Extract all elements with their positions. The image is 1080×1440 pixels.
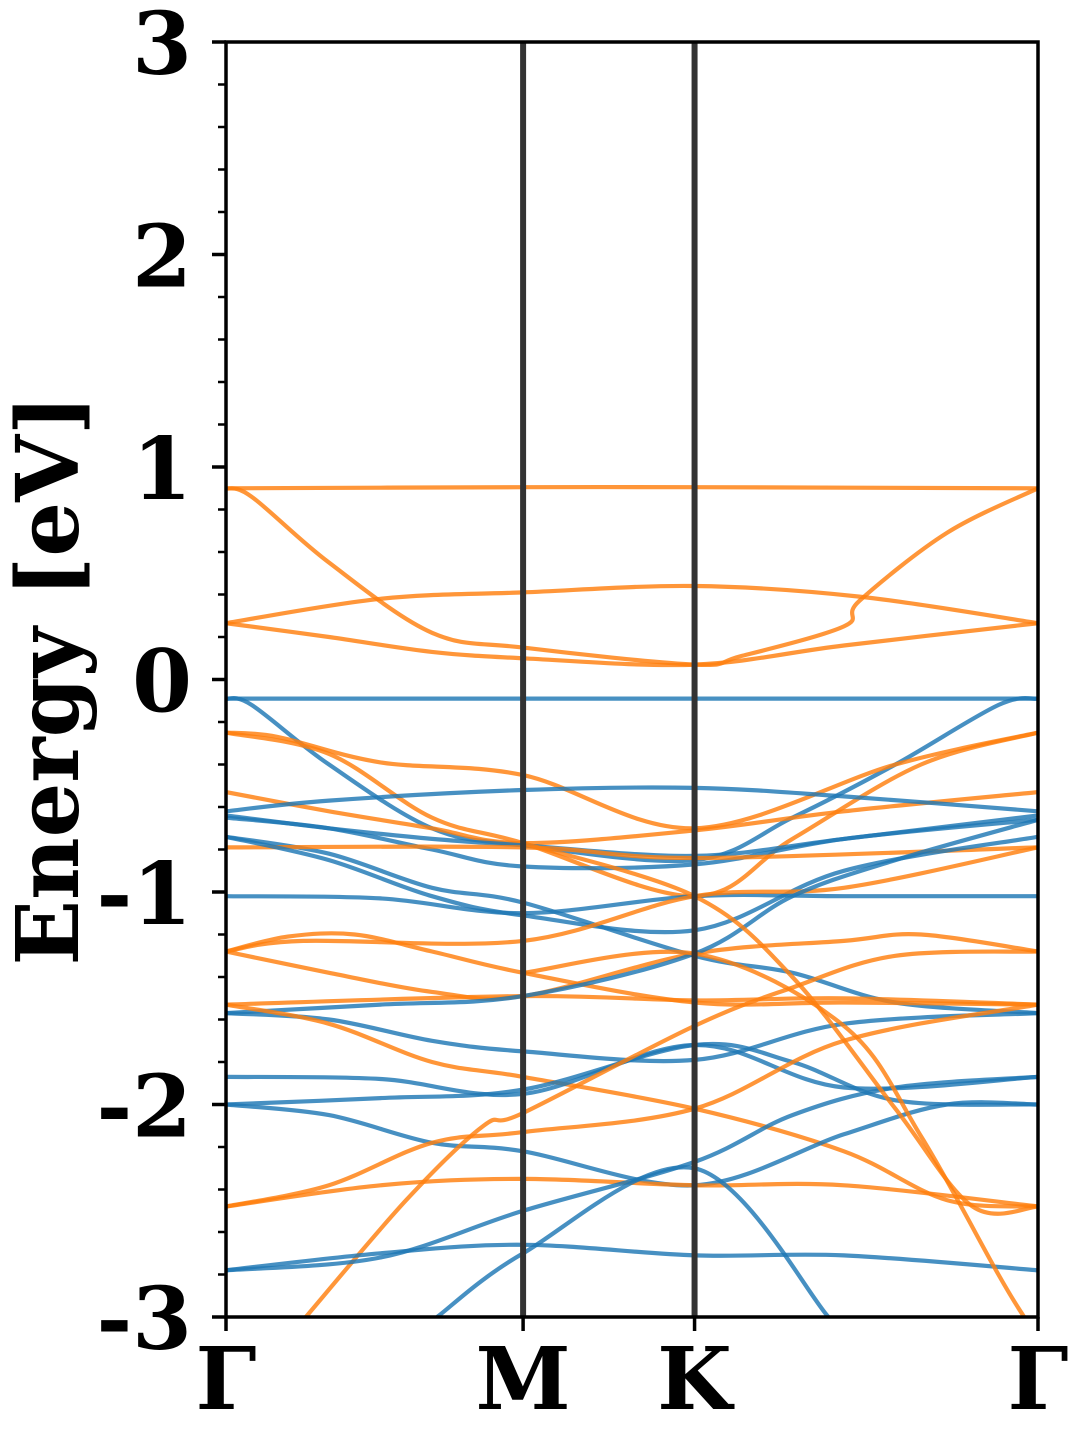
x-tick-label: Γ: [195, 1329, 256, 1430]
band-line-24: [226, 1042, 1038, 1098]
x-tick-label: Γ: [1007, 1329, 1068, 1430]
band-line-13: [226, 815, 1038, 871]
band-line-19: [226, 932, 1038, 1001]
band-line-26: [226, 1100, 1038, 1188]
y-axis-label: Energy [eV]: [0, 395, 99, 966]
band-line-20: [226, 993, 1038, 1007]
x-tick-label: M: [475, 1329, 570, 1430]
y-tick-label: -2: [96, 1057, 192, 1158]
band-line-1: [226, 484, 1038, 491]
band-line-25: [226, 1041, 1038, 1107]
band-line-31: [226, 1242, 1038, 1273]
y-tick-label: 0: [132, 632, 192, 733]
band-line-16: [226, 834, 1038, 935]
y-tick-label: -1: [96, 844, 192, 945]
band-line-30: [226, 1074, 1038, 1273]
band-line-21: [226, 817, 1038, 1016]
band-line-4: [226, 621, 1038, 668]
band-line-15: [226, 892, 1038, 916]
y-axis-ticks: 3 2 1 0 -1 -2 -3: [96, 0, 226, 1370]
series-layer: [226, 484, 1038, 1317]
band-line-17: [226, 845, 1038, 954]
band-line-32: [435, 1165, 831, 1317]
y-axis-label-group: Energy [eV]: [0, 395, 99, 966]
band-line-29: [303, 949, 1038, 1317]
band-line-7: [226, 730, 1038, 831]
band-line-6: [226, 695, 1038, 864]
y-tick-label: 1: [132, 419, 192, 520]
k-path-lines: [520, 42, 698, 1317]
y-tick-label: 3: [132, 0, 192, 95]
band-line-34: [521, 841, 1038, 1216]
band-line-14: [226, 844, 1038, 861]
band-line-28: [226, 1002, 1038, 1209]
y-tick-label: 2: [132, 207, 192, 308]
band-line-3: [226, 583, 1038, 626]
band-line-33: [521, 949, 1027, 1317]
y-tick-label: -3: [96, 1269, 192, 1370]
band-line-8: [226, 730, 1038, 899]
band-line-12: [226, 834, 1038, 1016]
band-line-9: [226, 790, 1038, 846]
band-line-10: [226, 785, 1038, 814]
x-tick-label: K: [657, 1329, 735, 1430]
band-line-22: [226, 1011, 1038, 1064]
